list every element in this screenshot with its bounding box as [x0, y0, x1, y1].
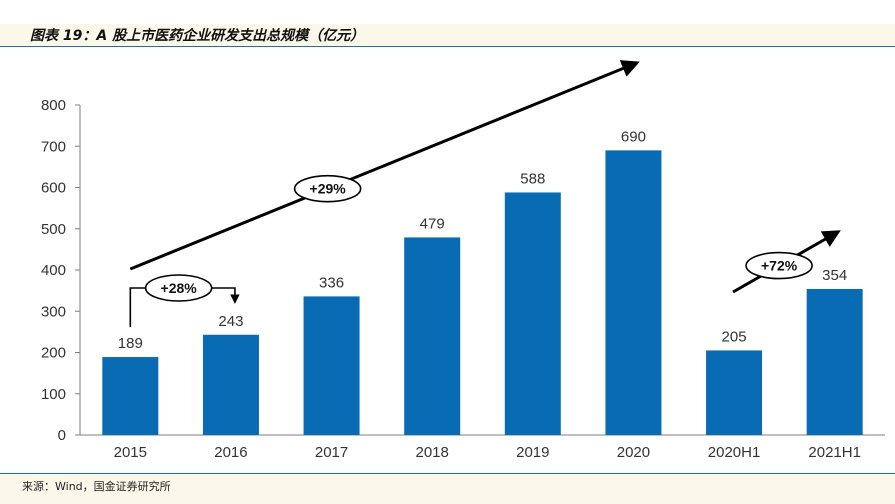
- footer-rule: [0, 473, 895, 474]
- annotation-cagr: +29%: [293, 174, 362, 203]
- y-tick-label: 300: [41, 303, 66, 320]
- x-tick-label: 2020H1: [708, 444, 761, 461]
- data-labels: 189 243 336 479 588 690 205 354: [118, 128, 847, 352]
- y-tick-label: 200: [41, 345, 66, 362]
- bar: [504, 192, 561, 435]
- bar-value-label: 690: [621, 128, 646, 145]
- y-tick-label: 400: [41, 262, 66, 279]
- bar: [202, 334, 259, 435]
- bar-chart: 0 100 200 300 400 500 600 700 800 2015 2016 2017 201…: [41, 60, 885, 461]
- header-rule: [0, 46, 895, 47]
- footer-band: [0, 474, 895, 504]
- annotation-badge-label: +29%: [310, 181, 347, 197]
- y-tick-label: 100: [41, 386, 66, 403]
- source-note: 来源：Wind，国金证券研究所: [22, 480, 171, 493]
- figure-title: 图表 19：A 股上市医药企业研发支出总规模（亿元）: [30, 28, 365, 44]
- y-tick-label: 0: [58, 427, 66, 444]
- x-tick-label: 2017: [315, 444, 348, 461]
- bar-value-label: 205: [722, 328, 747, 345]
- annotation-2016-growth: +28%: [144, 274, 213, 302]
- bar-value-label: 243: [218, 313, 243, 330]
- bar-value-label: 336: [319, 274, 344, 291]
- bar: [404, 237, 461, 435]
- bar: [303, 296, 360, 435]
- axes: 0 100 200 300 400 500 600 700 800 2015 2016 2017 201…: [41, 97, 885, 461]
- bar-value-label: 479: [420, 215, 445, 232]
- annotation-badge-label: +72%: [761, 258, 798, 274]
- bar-value-label: 354: [822, 267, 847, 284]
- bar: [102, 357, 159, 435]
- x-tick-label: 2020: [617, 444, 650, 461]
- bar: [706, 350, 763, 435]
- y-tick-label: 500: [41, 221, 66, 238]
- bar: [605, 150, 662, 435]
- annotation-badge-outline: [745, 251, 813, 280]
- bar-value-label: 189: [118, 335, 143, 352]
- bar: [806, 288, 863, 435]
- growth-annotations: +28% +29% +72%: [129, 60, 841, 328]
- x-tick-label: 2016: [214, 444, 247, 461]
- annotation-badge-outline: [293, 174, 362, 203]
- annotation-h1-growth: +72%: [745, 251, 813, 280]
- trend-arrow: [129, 60, 640, 271]
- x-tick-label: 2021H1: [808, 444, 861, 461]
- bar-value-label: 588: [520, 170, 545, 187]
- x-tick-label: 2018: [416, 444, 449, 461]
- x-tick-label: 2015: [114, 444, 147, 461]
- top-band: [0, 0, 895, 24]
- y-tick-label: 600: [41, 180, 66, 197]
- x-tick-label: 2019: [516, 444, 549, 461]
- annotation-badge-label: +28%: [161, 280, 198, 296]
- y-tick-label: 700: [41, 138, 66, 155]
- bars: [102, 150, 863, 435]
- y-tick-label: 800: [41, 97, 66, 114]
- figure-header: [0, 24, 895, 46]
- annotation-badge-outline: [144, 274, 213, 302]
